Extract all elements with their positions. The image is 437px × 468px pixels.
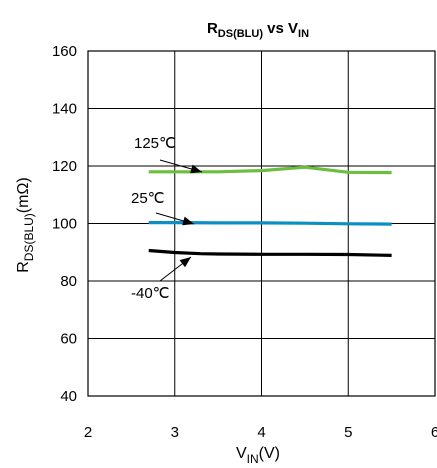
annotation-layer: 125℃ 25℃ -40℃ <box>131 135 203 302</box>
annotation-label: 125℃ <box>134 135 176 152</box>
series-line <box>148 165 392 175</box>
y-tick-label: 140 <box>52 101 77 118</box>
annotation-arrowhead <box>179 257 191 268</box>
y-axis-label: RDS(BLU)(mΩ) <box>15 177 36 273</box>
y-tick-label: 120 <box>52 158 77 175</box>
annotation-label: 25℃ <box>131 190 165 207</box>
x-tick-label: 6 <box>431 424 437 441</box>
y-tick-label: 80 <box>60 273 77 290</box>
y-tick-label: 160 <box>52 43 77 60</box>
y-tick-label: 40 <box>60 388 77 405</box>
y-tick-label: 60 <box>60 331 77 348</box>
x-tick-label: 5 <box>344 424 352 441</box>
chart-title-subscript-2: IN <box>298 28 309 40</box>
chart-title-subscript: DS(BLU) <box>218 28 264 40</box>
x-axis-label: VIN(V) <box>236 445 280 466</box>
y-tick-label: 100 <box>52 216 77 233</box>
annotation-arrowhead <box>190 164 202 174</box>
x-tick-label: 3 <box>171 424 179 441</box>
plot-frame <box>87 50 436 397</box>
annotation-label: -40℃ <box>131 285 170 302</box>
x-tick-label: 2 <box>84 424 92 441</box>
series-line <box>148 221 392 226</box>
annotation-arrowhead <box>182 216 194 226</box>
series-layer <box>148 165 392 257</box>
tick-labels: 2 3 4 5 6 40 60 80 100 120 140 160 <box>52 43 437 441</box>
x-tick-label: 4 <box>257 424 265 441</box>
series-line <box>148 248 392 257</box>
chart-title: RDS(BLU) vs VIN <box>207 20 309 40</box>
